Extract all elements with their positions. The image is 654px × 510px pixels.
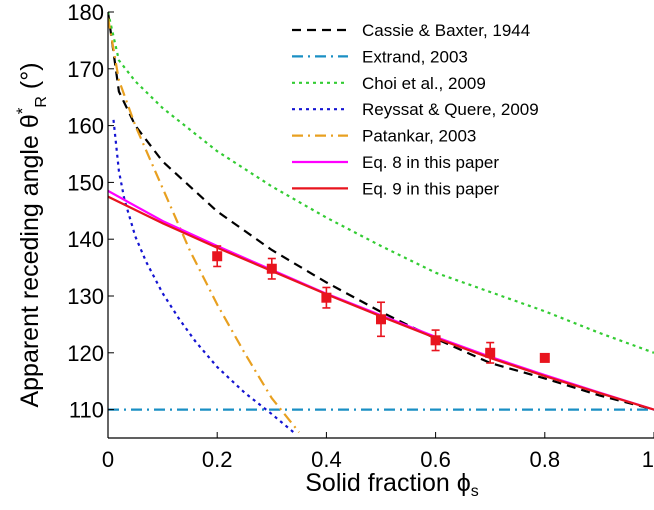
legend-label-eq-8-in-this-paper: Eq. 8 in this paper [362, 153, 499, 172]
legend: Cassie & Baxter, 1944 Extrand, 2003 Choi e… [292, 21, 539, 198]
x-tick-label: 1 [642, 447, 654, 472]
data-point-4 [376, 314, 386, 325]
data-point-5 [430, 335, 441, 346]
x-tick-label: 0.2 [202, 447, 233, 472]
legend-label-extrand-2003: Extrand, 2003 [362, 47, 468, 66]
legend-label-cassie-baxter-1944: Cassie & Baxter, 1944 [362, 21, 530, 40]
data-point-7 [539, 352, 550, 363]
y-tick-label: 110 [69, 398, 104, 423]
data-point-6 [485, 347, 496, 358]
plot-area [108, 12, 654, 434]
data-point-3 [321, 292, 332, 303]
x-tick-label: 0.4 [311, 447, 342, 472]
series-line-cassie-baxter-1944 [108, 12, 654, 411]
legend-label-reyssat-quere-2009: Reyssat & Quere, 2009 [362, 100, 539, 119]
y-tick-label: 150 [67, 170, 104, 195]
y-tick-label: 130 [67, 284, 104, 309]
series-line-reyssat-quere-2009 [112, 119, 295, 434]
legend-label-eq-9-in-this-paper: Eq. 9 in this paper [362, 179, 499, 198]
series-line-patankar-2003 [108, 17, 300, 433]
x-axis-title: Solid fraction ϕs [305, 469, 479, 500]
y-tick-label: 160 [67, 114, 104, 139]
y-tick-label: 140 [67, 227, 104, 252]
legend-label-patankar-2003: Patankar, 2003 [362, 127, 476, 146]
x-tick-label: 0 [102, 447, 114, 472]
y-tick-label: 170 [67, 57, 104, 82]
y-tick-label: 180 [67, 0, 104, 25]
y-axis-title: Apparent receding angle θ*R (°) [13, 62, 50, 407]
axes: 0 0.2 0.4 0.6 0.8 1 110 120 130 140 150 160 170 180 [67, 0, 654, 472]
x-tick-label: 0.8 [530, 447, 561, 472]
legend-label-choi-et-al-2009: Choi et al., 2009 [362, 74, 486, 93]
data-point-1 [212, 251, 223, 262]
x-tick-label: 0.6 [420, 447, 451, 472]
data-point-2 [266, 263, 277, 274]
y-tick-label: 120 [67, 341, 104, 366]
